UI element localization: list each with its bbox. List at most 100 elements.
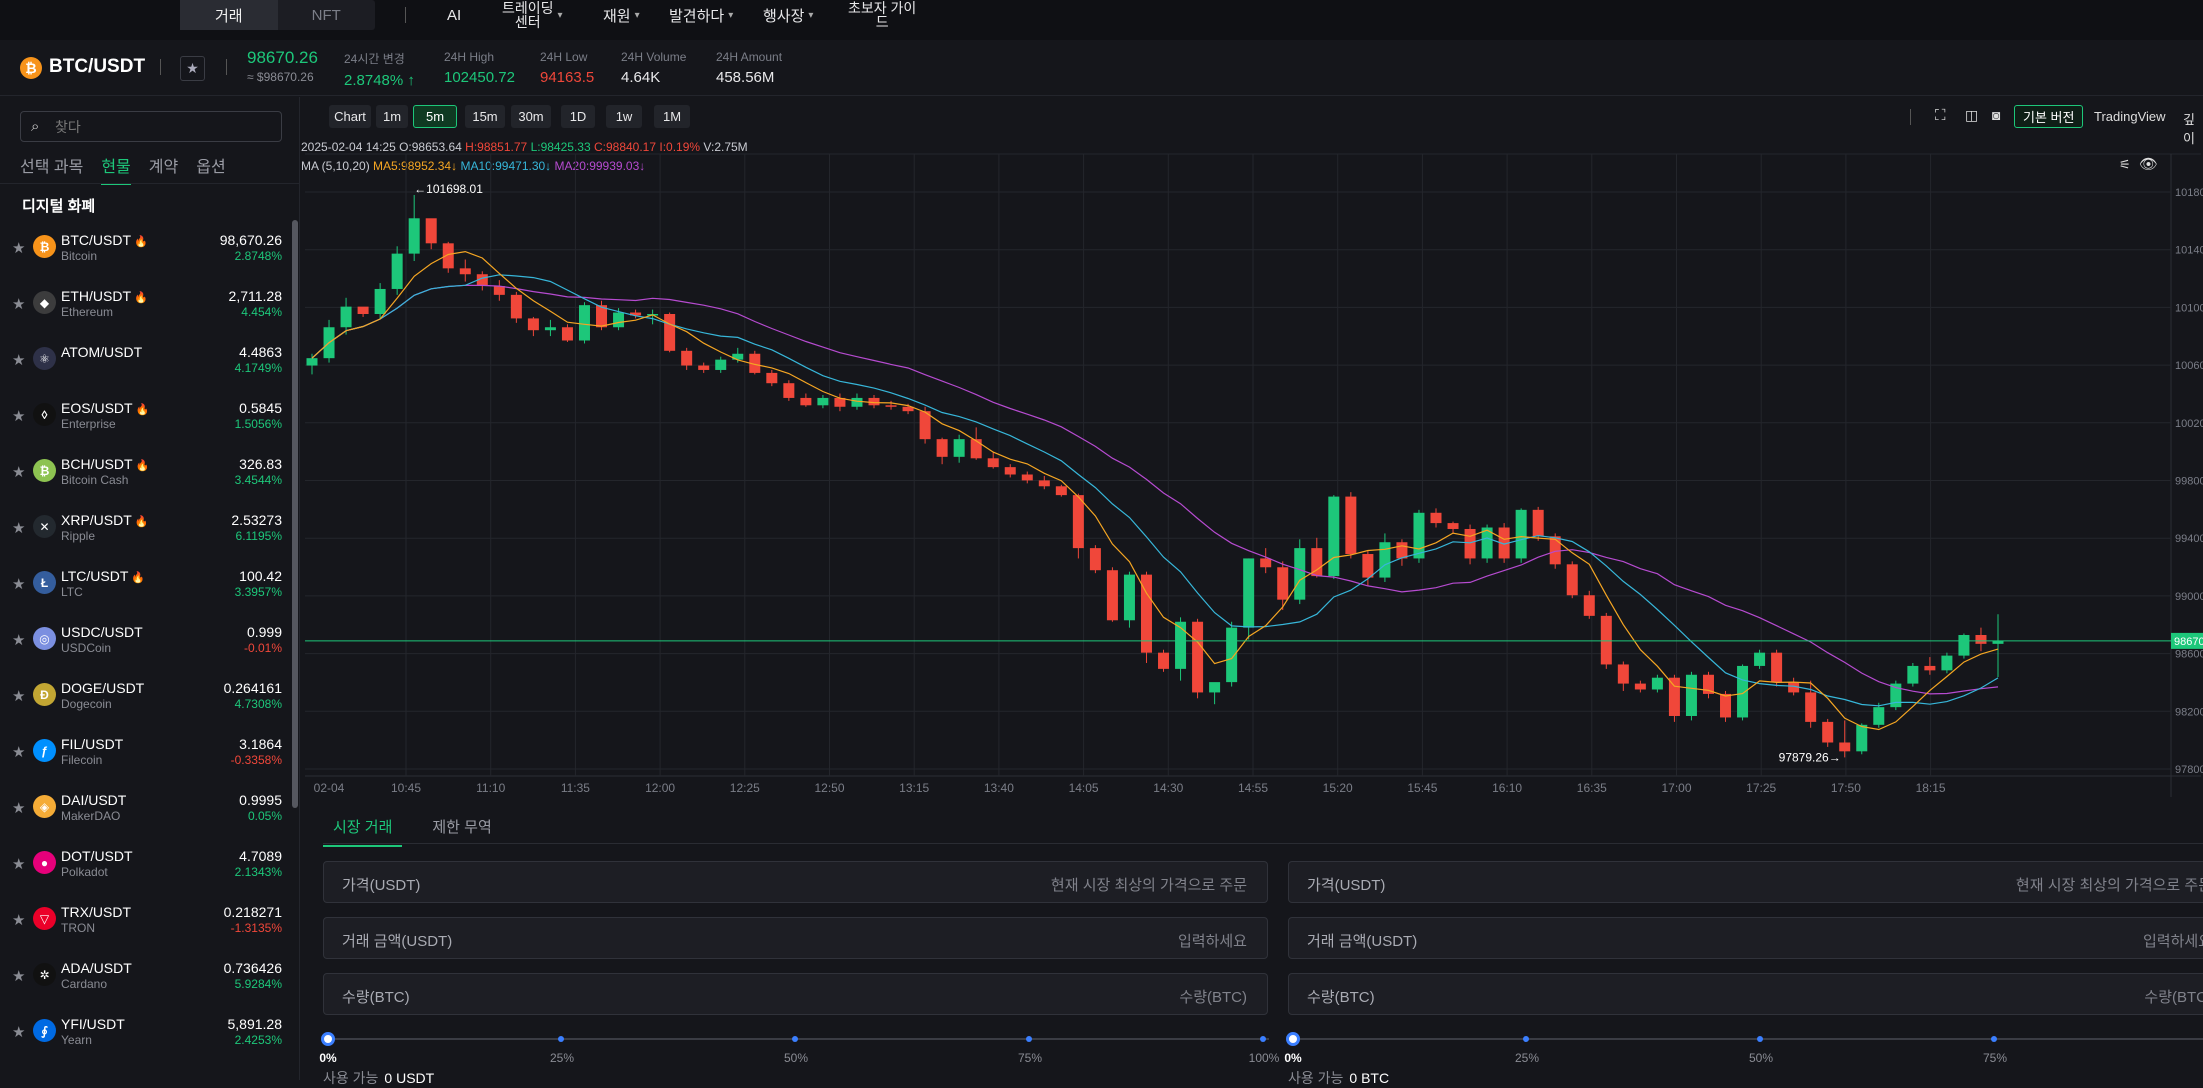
coin-row[interactable]: ★ ✲ ADA/USDT Cardano 0.736426 5.9284% <box>0 949 290 1005</box>
search-input[interactable] <box>55 117 275 137</box>
candle-up <box>1226 627 1238 683</box>
interval-button-30m[interactable]: 30m <box>511 105 551 128</box>
candle-up <box>578 305 590 341</box>
slider-step-dot[interactable] <box>558 1036 564 1042</box>
star-icon[interactable]: ★ <box>12 800 26 817</box>
indicator-icon[interactable]: ◫ <box>1965 107 1979 123</box>
info-low: L:98425.33 <box>530 140 591 154</box>
coin-row[interactable]: ★ ✕ XRP/USDT 🔥 Ripple 2.53273 6.1195% <box>0 501 290 557</box>
menu-beginner-guide[interactable]: 초보자 가이 드 <box>848 0 916 30</box>
sell-percent-slider[interactable]: 0%25%50%75%100% <box>1284 1031 2203 1065</box>
coin-change: 0.05% <box>247 809 282 823</box>
fullscreen-icon[interactable]: ⛶ <box>1935 107 1946 124</box>
coin-symbol-wrap: LTC/USDT 🔥 <box>61 568 145 584</box>
segment-trade[interactable]: 거래 <box>180 0 278 30</box>
coin-row[interactable]: ★ ƒ FIL/USDT Filecoin 3.1864 -0.3358% <box>0 725 290 781</box>
candle-down <box>970 439 982 459</box>
coin-row[interactable]: ★ Ð DOGE/USDT Dogecoin 0.264161 4.7308% <box>0 669 290 725</box>
interval-button-15m[interactable]: 15m <box>465 105 505 128</box>
star-icon[interactable]: ★ <box>12 296 26 313</box>
pair-name[interactable]: BTC/USDT <box>49 56 146 77</box>
coin-row[interactable]: ★ ◈ DAI/USDT MakerDAO 0.9995 0.05% <box>0 781 290 837</box>
star-icon[interactable]: ★ <box>12 240 26 257</box>
menu-trading-center[interactable]: 트레이딩 센터 ▾ <box>502 0 563 30</box>
star-icon[interactable]: ★ <box>12 688 26 705</box>
slider-track[interactable] <box>1292 1038 2203 1040</box>
eye-icon[interactable]: 👁 <box>2139 156 2159 173</box>
tab-options[interactable]: 옵션 <box>196 159 226 176</box>
menu-ai-label: AI <box>447 6 462 24</box>
coin-row[interactable]: ★ ∮ YFI/USDT Yearn 5,891.28 2.4253% <box>0 1005 290 1061</box>
coin-row[interactable]: ★ ⚛ ATOM/USDT 4.4863 4.1749% <box>0 333 290 389</box>
favorite-star-button[interactable]: ★ <box>180 56 205 81</box>
basic-version-button[interactable]: 기본 버전 <box>2014 105 2084 128</box>
interval-button-5m[interactable]: 5m <box>413 105 457 128</box>
tab-spot[interactable]: 현물 <box>101 153 131 185</box>
coin-row[interactable]: ★ ◎ USDC/USDT USDCoin 0.999 -0.01% <box>0 613 290 669</box>
star-icon[interactable]: ★ <box>12 464 26 481</box>
slider-knob[interactable] <box>1286 1032 1300 1046</box>
coin-row[interactable]: ★ ● DOT/USDT Polkadot 4.7089 2.1343% <box>0 837 290 893</box>
candle-down <box>442 243 454 269</box>
slider-step-dot[interactable] <box>1026 1036 1032 1042</box>
tab-market-order[interactable]: 시장 거래 <box>323 816 403 847</box>
candle-down <box>510 294 522 319</box>
star-icon[interactable]: ★ <box>12 576 26 593</box>
interval-button-1m[interactable]: 1M <box>654 105 690 128</box>
slider-step-dot[interactable] <box>1757 1036 1763 1042</box>
sell-quantity-field[interactable]: 수량(BTC) 수량(BTC) <box>1288 973 2203 1015</box>
slider-step-dot[interactable] <box>792 1036 798 1042</box>
tab-favorites[interactable]: 선택 과목 <box>20 159 84 176</box>
slider-step-dot[interactable] <box>1991 1036 1997 1042</box>
menu-events[interactable]: 행사장 ▾ <box>763 0 813 30</box>
buy-price-field[interactable]: 가격(USDT) 현재 시장 최상의 가격으로 주문 <box>323 861 1268 903</box>
interval-button-1d[interactable]: 1D <box>561 105 595 128</box>
price-chart[interactable]: 10180 10140 10100 10060 10020 99800 99400 99000… <box>301 97 2203 797</box>
slider-knob[interactable] <box>321 1032 335 1046</box>
sell-amount-field[interactable]: 거래 금액(USDT) 입력하세요 <box>1288 917 2203 959</box>
star-icon[interactable]: ★ <box>12 912 26 929</box>
sell-amount-placeholder: 입력하세요 <box>2142 933 2203 950</box>
coin-row[interactable]: ★ ₿ BTC/USDT 🔥 Bitcoin 98,670.26 2.8748% <box>0 221 290 277</box>
slider-step-dot[interactable] <box>1260 1036 1266 1042</box>
star-icon[interactable]: ★ <box>12 520 26 537</box>
settings-sliders-icon[interactable]: ⚟ <box>2119 157 2131 172</box>
slider-step-dot[interactable] <box>1523 1036 1529 1042</box>
coin-row[interactable]: ★ ▽ TRX/USDT TRON 0.218271 -1.3135% <box>0 893 290 949</box>
coin-row[interactable]: ★ Ł LTC/USDT 🔥 LTC 100.42 3.3957% <box>0 557 290 613</box>
coin-symbol: YFI/USDT <box>61 1016 125 1032</box>
buy-quantity-field[interactable]: 수량(BTC) 수량(BTC) <box>323 973 1268 1015</box>
segment-nft[interactable]: NFT <box>311 6 341 24</box>
depth-button[interactable]: 깊이 <box>2183 112 2195 146</box>
star-icon[interactable]: ★ <box>12 1024 26 1041</box>
buy-amount-field[interactable]: 거래 금액(USDT) 입력하세요 <box>323 917 1268 959</box>
coin-symbol: DAI/USDT <box>61 792 127 808</box>
tab-contract[interactable]: 계약 <box>148 159 179 176</box>
tradingview-button[interactable]: TradingView <box>2094 109 2166 124</box>
camera-icon[interactable]: ◙ <box>1992 107 2001 123</box>
sell-price-field[interactable]: 가격(USDT) 현재 시장 최상의 가격으로 주문 <box>1288 861 2203 903</box>
interval-button-1m[interactable]: 1m <box>376 105 408 128</box>
star-icon[interactable]: ★ <box>12 968 26 985</box>
star-icon[interactable]: ★ <box>12 856 26 873</box>
ma10-value: MA10:99471.30↓ <box>460 159 552 173</box>
menu-ai[interactable]: AI <box>447 0 461 30</box>
coin-row[interactable]: ★ ◆ ETH/USDT 🔥 Ethereum 2,711.28 4.454% <box>0 277 290 333</box>
menu-discover[interactable]: 발견하다 ▾ <box>669 0 733 30</box>
star-icon[interactable]: ★ <box>12 408 26 425</box>
star-icon[interactable]: ★ <box>12 744 26 761</box>
star-icon[interactable]: ★ <box>12 632 26 649</box>
interval-button-1w[interactable]: 1w <box>606 105 642 128</box>
coin-icon: Ð <box>33 683 56 706</box>
sidebar-scrollbar[interactable] <box>292 220 298 808</box>
coin-row[interactable]: ★ ◊ EOS/USDT 🔥 Enterprise 0.5845 1.5056% <box>0 389 290 445</box>
sell-amount-label: 거래 금액(USDT) <box>1307 933 1418 950</box>
interval-button-chart[interactable]: Chart <box>329 105 371 128</box>
coin-row[interactable]: ★ ₿ BCH/USDT 🔥 Bitcoin Cash 326.83 3.4544% <box>0 445 290 501</box>
slider-track[interactable] <box>327 1038 1269 1040</box>
x-tick-label: 12:25 <box>730 781 760 795</box>
menu-finance[interactable]: 재원 ▾ <box>603 0 640 30</box>
tab-limit-order[interactable]: 제한 무역 <box>432 819 492 836</box>
star-icon[interactable]: ★ <box>12 352 26 369</box>
buy-percent-slider[interactable]: 0% 25% 50% 75% 100% <box>319 1031 1281 1065</box>
